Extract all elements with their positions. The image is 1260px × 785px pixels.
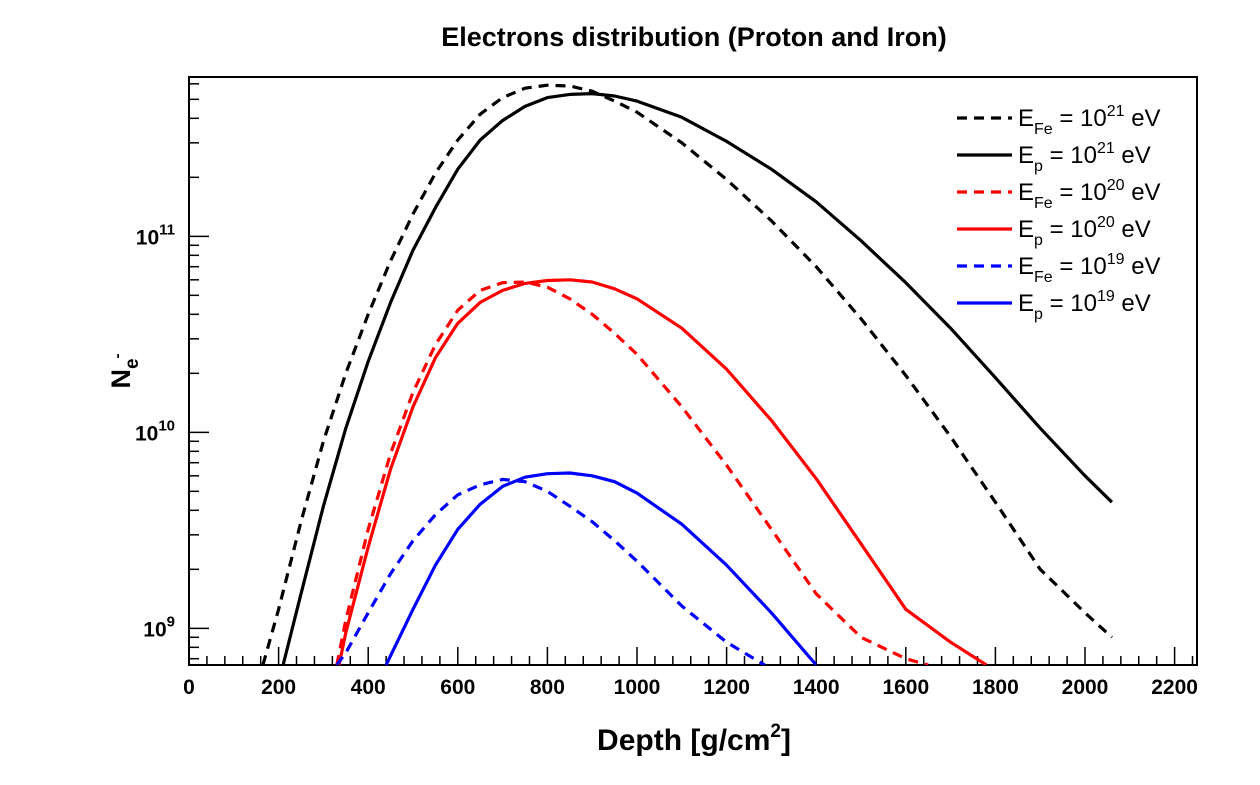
legend-entry: EFe = 1020 eV [1018,177,1161,212]
legend-entry: Ep = 1020 eV [1018,214,1151,249]
y-axis-label-text: Ne- [106,353,143,388]
x-tick-label: 400 [351,676,386,699]
x-axis-label-text: Depth [g/cm2] [597,721,791,757]
x-tick-label: 200 [261,676,296,699]
x-axis-label: Depth [g/cm2] [597,721,791,757]
x-tick-label: 600 [440,676,475,699]
x-tick-label: 1600 [882,676,929,699]
x-tick-label: 1400 [793,676,840,699]
x-tick-label: 800 [530,676,565,699]
series-line [384,471,818,665]
plot-frame [188,76,1198,666]
x-tick-label: 0 [183,676,195,699]
legend-entry: EFe = 1019 eV [1018,251,1161,286]
series-line [261,83,1113,665]
series-line [335,477,766,665]
x-axis: 0 200 400 600 800 1000 1200 1400 1600 1800 2000 220… [183,647,1198,699]
legend-entry: EFe = 1021 eV [1018,103,1161,138]
x-tick-label: 1800 [972,676,1019,699]
chart-title: Electrons distribution (Proton and Iron) [441,22,947,52]
legend-entry: Ep = 1019 eV [1018,288,1151,323]
y-tick-label: 1011 [136,221,175,249]
y-axis: 109 1010 1011 [135,83,209,660]
series-line [337,278,988,665]
series-line [335,280,929,665]
series-layer [261,83,1114,665]
legend-entry: Ep = 1021 eV [1018,140,1151,175]
x-tick-label: 1000 [614,676,661,699]
series-line [281,91,1114,665]
y-axis-label: Ne- [106,353,143,388]
x-tick-label: 2200 [1151,676,1198,699]
y-tick-label: 109 [143,613,175,641]
plot-border [188,76,1198,666]
x-tick-label: 2000 [1062,676,1109,699]
y-tick-label: 1010 [135,417,175,445]
x-tick-label: 1200 [703,676,750,699]
